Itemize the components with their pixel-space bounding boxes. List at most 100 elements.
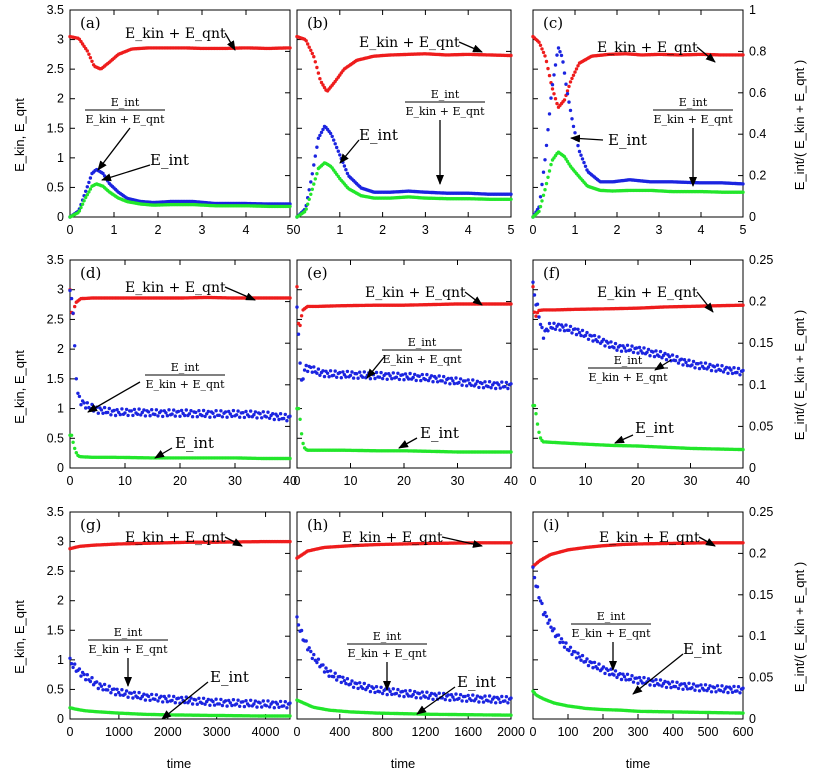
data-point — [172, 408, 176, 412]
data-point — [509, 302, 513, 306]
data-point — [708, 684, 712, 688]
data-point — [142, 408, 146, 412]
data-point — [82, 199, 86, 203]
fraction-denominator: E_kin + E_qnt — [85, 113, 165, 126]
data-point — [225, 415, 229, 419]
data-point — [559, 637, 564, 641]
fraction-numerator: E_int — [614, 354, 643, 367]
arrow-int — [101, 164, 151, 182]
data-point — [582, 160, 586, 165]
data-point — [413, 689, 417, 694]
plot-frame — [532, 9, 744, 218]
data-point — [197, 409, 201, 413]
data-point — [307, 197, 311, 201]
data-point — [577, 655, 582, 659]
data-point — [333, 369, 337, 373]
data-point — [135, 412, 140, 416]
fraction-denominator: E_kin + E_qnt — [347, 647, 427, 660]
data-point — [537, 430, 541, 434]
data-point — [394, 375, 399, 379]
data-point — [161, 700, 165, 704]
data-point — [88, 679, 93, 684]
data-point — [361, 375, 365, 379]
data-point — [509, 541, 513, 545]
data-point — [570, 331, 574, 335]
x-tick-label: 3 — [656, 223, 663, 237]
data-point — [139, 413, 143, 417]
data-point — [477, 385, 481, 390]
data-point — [321, 127, 325, 132]
data-point — [324, 666, 328, 670]
data-point — [463, 694, 467, 699]
annotation-int: E_int — [175, 434, 214, 452]
data-point — [179, 695, 184, 700]
data-point — [714, 690, 718, 694]
data-point — [84, 189, 88, 193]
data-point — [123, 692, 127, 696]
data-point — [648, 354, 652, 358]
data-point — [295, 285, 299, 289]
data-point — [307, 45, 311, 49]
y-tick-label-left: 1 — [57, 402, 64, 416]
data-point — [328, 131, 333, 136]
data-point — [497, 383, 501, 387]
x-tick-label: 3 — [422, 223, 429, 237]
data-point — [282, 704, 286, 708]
data-point — [417, 691, 421, 696]
ylabel-left-row1: E_kin, E_qnt — [12, 98, 27, 172]
data-point — [154, 693, 159, 697]
x-tick-label: 30 — [684, 474, 698, 488]
y-tick-label-left: 0.5 — [47, 682, 64, 696]
data-point — [612, 346, 616, 350]
data-point — [288, 414, 292, 418]
data-point — [299, 628, 304, 633]
data-point — [272, 417, 276, 422]
data-point — [354, 681, 359, 686]
data-point — [79, 674, 83, 678]
y-tick-label-right: 0.05 — [749, 671, 773, 685]
data-point — [537, 40, 541, 44]
data-point — [487, 380, 492, 384]
data-point — [564, 82, 568, 86]
series-int — [531, 689, 745, 715]
data-point — [143, 414, 148, 418]
x-tick-label: 1 — [111, 223, 118, 237]
data-point — [312, 652, 316, 657]
data-point — [164, 411, 168, 415]
y-tick-label-right: 0.2 — [749, 295, 766, 309]
data-point — [396, 371, 400, 375]
data-point — [634, 346, 639, 350]
fraction-denominator: E_kin + E_qnt — [405, 105, 485, 118]
data-point — [546, 66, 550, 71]
data-point — [408, 688, 412, 693]
data-point — [333, 671, 337, 675]
data-point — [277, 417, 281, 422]
data-point — [309, 180, 313, 184]
data-point — [489, 700, 493, 704]
data-point — [126, 413, 130, 418]
data-point — [396, 687, 400, 692]
data-point — [84, 195, 88, 200]
data-point — [583, 164, 588, 168]
data-point — [312, 163, 316, 167]
x-tick-label: 0 — [530, 474, 537, 488]
data-point — [200, 701, 204, 705]
data-point — [615, 348, 619, 352]
arrow-int — [570, 134, 604, 143]
data-point — [702, 366, 706, 370]
data-point — [460, 699, 464, 703]
data-point — [335, 678, 339, 682]
data-point — [368, 377, 373, 381]
series-sum — [295, 285, 513, 328]
data-point — [361, 686, 365, 691]
data-point — [712, 686, 717, 690]
data-point — [541, 170, 546, 174]
data-point — [613, 341, 618, 346]
annotation-ratio: E_int E_kin + E_qnt — [588, 354, 668, 384]
data-point — [327, 375, 331, 379]
annotation-ratio: E_int E_kin + E_qnt — [85, 96, 165, 126]
data-point — [646, 677, 651, 681]
data-point — [288, 456, 292, 461]
data-point — [325, 371, 330, 375]
data-point — [549, 625, 553, 629]
